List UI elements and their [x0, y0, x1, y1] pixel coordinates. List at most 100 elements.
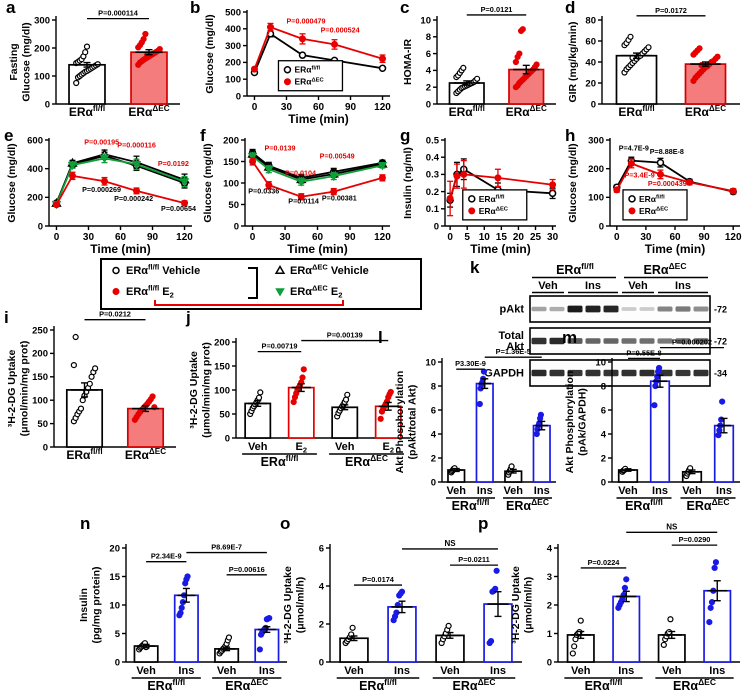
- svg-text:Veh: Veh: [571, 665, 591, 677]
- svg-text:Glucose (mg/dl): Glucose (mg/dl): [6, 143, 18, 222]
- panel-letter-i: i: [4, 308, 9, 327]
- svg-text:120: 120: [725, 232, 742, 243]
- panel-g: g 0 0.1 0.2 0.3 0.4 0.5 0 5 10 15 20 25 30 Insulin (ng…: [400, 126, 564, 256]
- svg-text:P2.34E-9: P2.34E-9: [151, 552, 182, 561]
- panel-o: o 0 2 4 6 ³H-2-DG Uptake (μmol/ml/h) Veh Ins Veh I…: [280, 514, 530, 694]
- svg-text:P=0.0139: P=0.0139: [264, 143, 295, 152]
- panel-letter-p: p: [478, 514, 489, 533]
- svg-text:4: 4: [547, 543, 553, 554]
- svg-text:P=0.00654: P=0.00654: [161, 204, 196, 213]
- svg-text:150: 150: [223, 157, 239, 168]
- panel-i: i 0 50 100 150 200 250 ³H-2-DG Uptake (μmol/min/…: [4, 308, 184, 467]
- svg-text:Ins: Ins: [716, 485, 732, 497]
- svg-text:P=0.000524: P=0.000524: [321, 25, 360, 34]
- svg-text:50: 50: [37, 419, 48, 430]
- svg-text:100: 100: [588, 193, 604, 204]
- svg-text:10: 10: [109, 600, 120, 611]
- svg-text:300: 300: [34, 15, 50, 26]
- svg-text:0: 0: [434, 221, 439, 232]
- svg-text:0.1: 0.1: [426, 204, 440, 215]
- svg-text:Akt Phosphorylation: Akt Phosphorylation: [564, 371, 576, 474]
- svg-text:ERαfl/fl: ERαfl/fl: [359, 677, 397, 693]
- svg-text:25: 25: [530, 232, 542, 243]
- panel-m-chart: 0 2 4 6 8 10 Akt Phosphorylation (pAk/GAPDH) Veh…: [564, 338, 740, 513]
- svg-text:Glucose (mg/dl): Glucose (mg/dl): [202, 143, 214, 222]
- svg-text:Veh: Veh: [618, 485, 638, 497]
- panel-letter-o: o: [280, 514, 291, 533]
- svg-text:90: 90: [344, 232, 356, 243]
- svg-text:ERαfl/fl: ERαfl/fl: [618, 104, 654, 119]
- svg-text:4: 4: [319, 581, 325, 592]
- svg-text:ERαfl/fl: ERαfl/fl: [639, 194, 665, 204]
- svg-text:1: 1: [547, 629, 553, 640]
- svg-text:600: 600: [27, 135, 43, 146]
- svg-text:200: 200: [214, 337, 230, 348]
- svg-text:P3.30E-9: P3.30E-9: [455, 359, 486, 368]
- svg-text:90: 90: [147, 232, 159, 243]
- svg-text:ERαΔEC: ERαΔEC: [639, 206, 668, 216]
- bar-chart: 0 5 10 15 20 Insulin (pg/mg protein) Veh Ins Veh I…: [78, 543, 287, 693]
- svg-text:Ins: Ins: [490, 665, 506, 677]
- panel-l-chart: 0 2 4 6 8 10 Akt Phosphorylation (pAkt/total Ak…: [394, 347, 556, 513]
- svg-text:P=0.000439: P=0.000439: [648, 179, 687, 188]
- svg-text:Ins: Ins: [675, 280, 691, 292]
- svg-text:300: 300: [588, 135, 604, 146]
- svg-text:ERαfl/fl Vehicle: ERαfl/fl Vehicle: [126, 263, 200, 277]
- svg-text:ERαΔEC: ERαΔEC: [685, 104, 726, 119]
- svg-text:P=0.0104: P=0.0104: [285, 168, 316, 177]
- svg-text:2: 2: [601, 453, 606, 464]
- svg-text:ERαΔEC: ERαΔEC: [125, 447, 166, 462]
- svg-text:120: 120: [374, 232, 391, 243]
- svg-text:6: 6: [319, 543, 324, 554]
- shared-legend-chart: ERαfl/fl Vehicle ERαfl/fl E2 ERαΔEC Vehicl…: [100, 258, 422, 310]
- svg-text:³H-2-DG Uptake: ³H-2-DG Uptake: [6, 350, 18, 428]
- svg-text:P=0.0290: P=0.0290: [679, 535, 711, 544]
- svg-text:Ins: Ins: [178, 665, 194, 677]
- panel-c-chart: 0 2 4 6 8 10 HOMA-IR ERαfl/fl ERαΔEC P=0.0121: [402, 5, 556, 119]
- svg-text:30: 30: [640, 232, 652, 243]
- svg-text:Veh: Veh: [217, 665, 237, 677]
- svg-text:ERαΔEC: ERαΔEC: [644, 261, 687, 277]
- svg-text:(pg/mg protein): (pg/mg protein): [91, 567, 103, 644]
- panel-b: b 0 100 200 300 400 500 0 30 60 90 120 Glucose (mg/d…: [190, 0, 398, 126]
- svg-text:10: 10: [425, 357, 436, 368]
- svg-text:60: 60: [115, 232, 127, 243]
- figure-legend: ERαfl/fl Vehicle ERαfl/fl E2 ERαΔEC Vehicl…: [100, 258, 422, 310]
- svg-text:P=0.000269: P=0.000269: [82, 185, 121, 194]
- svg-text:0: 0: [614, 232, 620, 243]
- svg-text:90: 90: [699, 232, 711, 243]
- svg-text:P=0.000116: P=0.000116: [117, 140, 156, 149]
- svg-text:ERαΔEC: ERαΔEC: [294, 77, 323, 87]
- svg-text:ERαΔEC: ERαΔEC: [506, 497, 549, 513]
- svg-text:120: 120: [176, 232, 193, 243]
- svg-text:ERαΔEC: ERαΔEC: [687, 497, 730, 513]
- panel-d: d 0 20 40 60 80 GIR (mg/kg/min) ERαfl/fl ERαΔEC P…: [565, 0, 748, 124]
- svg-text:0: 0: [591, 99, 596, 110]
- svg-text:Ins: Ins: [534, 485, 550, 497]
- svg-text:P=1.36E-5: P=1.36E-5: [496, 347, 531, 356]
- svg-text:(μmol/min/mg prot): (μmol/min/mg prot): [19, 341, 31, 437]
- svg-text:Time (min): Time (min): [90, 242, 150, 256]
- panel-n: n 0 5 10 15 20 Insulin (pg/mg protein) Veh Ins Veh…: [62, 514, 295, 694]
- svg-text:Ins: Ins: [652, 485, 668, 497]
- svg-text:0: 0: [599, 221, 604, 232]
- svg-text:P=0.0212: P=0.0212: [99, 310, 131, 319]
- svg-text:0: 0: [252, 102, 258, 113]
- svg-text:ERαfl/fl: ERαfl/fl: [66, 447, 102, 462]
- svg-text:(μmol/ml/h): (μmol/ml/h): [295, 577, 307, 634]
- svg-text:0.3: 0.3: [426, 170, 439, 181]
- svg-text:400: 400: [27, 164, 43, 175]
- svg-text:50: 50: [219, 409, 230, 420]
- svg-text:Veh: Veh: [503, 485, 523, 497]
- shared-legend-box: ERαfl/fl Vehicle ERαfl/fl E2 ERαΔEC Vehicl…: [100, 258, 422, 310]
- svg-text:ERαfl/fl: ERαfl/fl: [452, 497, 490, 513]
- svg-text:P=8.88E-8: P=8.88E-8: [650, 147, 684, 156]
- svg-text:Time (min): Time (min): [470, 242, 530, 256]
- svg-text:20: 20: [585, 78, 596, 89]
- svg-text:ERαΔEC: ERαΔEC: [225, 677, 268, 693]
- svg-text:Insulin (ng/ml): Insulin (ng/ml): [402, 147, 414, 219]
- svg-text:E2: E2: [296, 441, 308, 454]
- svg-text:0: 0: [447, 232, 453, 243]
